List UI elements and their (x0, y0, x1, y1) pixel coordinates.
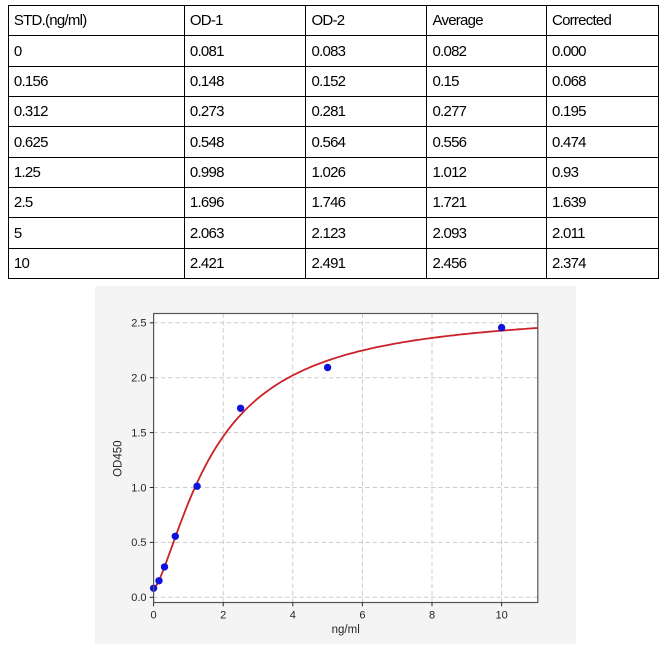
svg-text:ng/ml: ng/ml (332, 624, 360, 636)
svg-text:OD450: OD450 (112, 440, 124, 476)
svg-text:1.0: 1.0 (131, 482, 146, 494)
svg-text:8: 8 (429, 610, 435, 622)
svg-text:4: 4 (290, 610, 296, 622)
svg-text:2: 2 (220, 610, 226, 622)
svg-text:0: 0 (151, 610, 157, 622)
svg-text:1.5: 1.5 (131, 427, 146, 439)
svg-text:2.5: 2.5 (131, 318, 146, 330)
svg-text:2.0: 2.0 (131, 373, 146, 385)
svg-text:0.5: 0.5 (131, 537, 146, 549)
svg-text:10: 10 (495, 610, 507, 622)
svg-text:0.0: 0.0 (131, 592, 146, 604)
svg-text:6: 6 (359, 610, 365, 622)
